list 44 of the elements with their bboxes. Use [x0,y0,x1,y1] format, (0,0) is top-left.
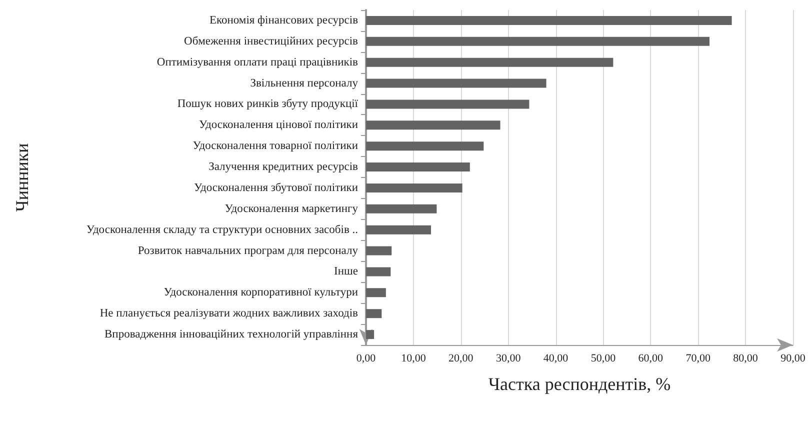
x-tick-label: 80,00 [733,352,758,364]
x-tick-label: 60,00 [638,352,664,364]
x-axis-title: Частка респондентів, % [488,374,671,394]
x-tick-label: 50,00 [590,352,616,364]
x-tick-label: 30,00 [496,352,522,364]
y-axis-title: Чинники [12,142,32,212]
bar [366,16,732,25]
bar [366,246,392,256]
bar [366,100,530,109]
y-tick-label: Удосконалення збутової політики [194,182,358,194]
y-tick-label: Удосконалення маркетингу [224,202,358,215]
x-tick-label: 0,00 [356,352,376,364]
bar [366,183,462,192]
y-tick-label: Удосконалення товарної політики [192,140,358,152]
bar [366,78,546,88]
bar [366,204,437,214]
bar [366,225,431,234]
x-tick-label: 10,00 [401,352,426,364]
y-tick-label: Розвиток навчальних програм для персоналу [138,244,358,257]
y-tick-label: Не планується реалізувати жодних важливих заходів [100,308,359,320]
x-tick-label: 90,00 [780,352,806,364]
bar [366,162,470,172]
bar [366,330,374,340]
x-tick-label: 40,00 [543,352,569,364]
bar [366,120,500,130]
y-tick-label: Залучення кредитних ресурсів [208,161,359,174]
bar [366,267,391,276]
bar [366,288,386,298]
bar [366,309,382,318]
bar [366,142,484,151]
x-tick-label: 70,00 [686,352,711,364]
bar [366,58,614,67]
y-tick-label: Оптимізування оплати праці працівників [156,56,359,68]
y-tick-label: Впровадження інноваційних технологій управління [104,328,359,341]
x-tick-label: 20,00 [448,352,474,364]
y-tick-label: Удосконалення цінової політики [199,119,358,132]
y-tick-label: Звільнення персоналу [250,77,358,90]
y-tick-label: Удосконалення складу та структури основних засобів .. [86,224,358,236]
bar [366,36,710,46]
y-tick-label: Удосконалення корпоративної культури [164,286,358,299]
y-tick-label: Інше [334,266,358,278]
y-tick-label: Обмеження інвестиційних ресурсів [184,35,359,48]
y-tick-label: Пошук нових ринків збуту продукції [177,98,359,110]
y-tick-label: Економія фінансових ресурсів [209,14,359,26]
